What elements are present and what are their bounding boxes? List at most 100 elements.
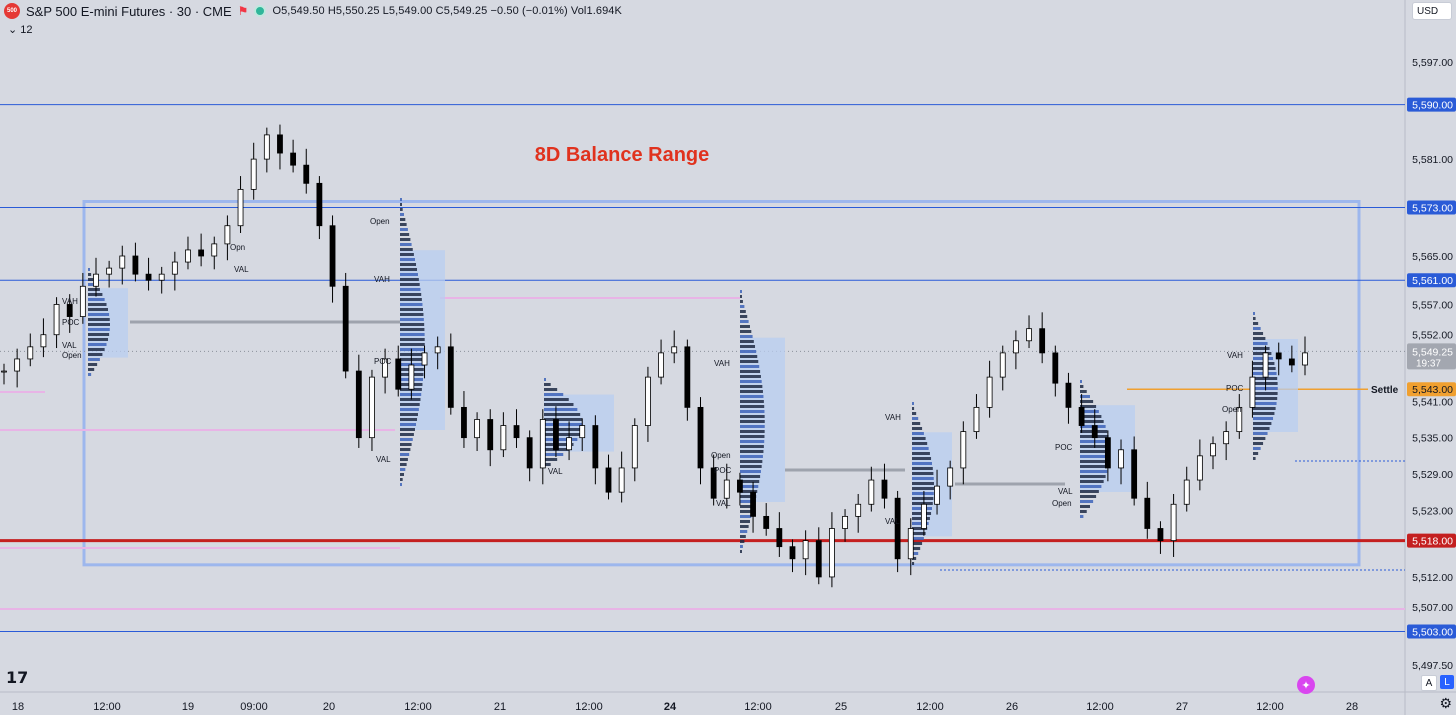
candle-body-19 — [250, 158, 257, 190]
profile-row-3-19 — [740, 385, 763, 388]
profile-row-3-39 — [740, 485, 759, 488]
profile-row-0-11 — [88, 323, 110, 326]
profile-row-3-2 — [740, 300, 743, 303]
candle-body-13 — [171, 261, 178, 275]
level-tag-0 — [1407, 97, 1456, 112]
profile-row-0-14 — [88, 338, 109, 341]
profile-row-3-4 — [740, 310, 746, 313]
profile-label-1: POC — [62, 318, 80, 327]
profile-row-4-24 — [912, 522, 929, 525]
candle-body-0 — [1, 370, 7, 373]
candle-body-70 — [920, 503, 927, 529]
candle-body-11 — [145, 273, 152, 281]
candle-body-72 — [947, 467, 954, 487]
profile-row-0-19 — [88, 363, 98, 366]
profile-row-2-1 — [544, 383, 551, 386]
profile-row-5-24 — [1080, 500, 1094, 503]
profile-row-1-24 — [400, 318, 424, 321]
profile-row-3-29 — [740, 435, 765, 438]
profile-label-13: VAH — [885, 413, 901, 422]
profile-row-3-5 — [740, 315, 748, 318]
symbol-title[interactable]: S&P 500 E-mini Futures · 30 · CME — [26, 3, 232, 19]
candle-body-39 — [513, 425, 520, 439]
indicators-toggle[interactable]: ⌄ 12 — [8, 23, 33, 36]
chart-title: 8D Balance Range — [535, 144, 710, 166]
last-price-label: 5,549.25 — [1412, 346, 1453, 358]
level-tag-label-2: 5,561.00 — [1412, 275, 1453, 287]
x-tick-label-4: 20 — [323, 701, 335, 713]
profile-row-5-4 — [1080, 400, 1094, 403]
log-scale-button[interactable]: L — [1440, 675, 1454, 689]
profile-label-0: VAH — [62, 297, 78, 306]
profile-row-4-13 — [912, 467, 933, 470]
flag-icon[interactable]: ⚑ — [237, 4, 249, 18]
profile-row-0-1 — [88, 273, 92, 276]
profile-row-3-26 — [740, 420, 765, 423]
candle-body-66 — [868, 479, 875, 505]
candle-body-45 — [592, 425, 599, 469]
profile-row-4-7 — [912, 437, 926, 440]
profile-row-6-29 — [1253, 457, 1256, 460]
candle-body-42 — [553, 419, 559, 451]
profile-row-3-50 — [740, 540, 745, 543]
profile-row-1-44 — [400, 418, 418, 421]
profile-row-3-8 — [740, 330, 752, 333]
profile-row-6-28 — [1253, 452, 1259, 455]
candle-body-29 — [382, 358, 389, 378]
profile-row-4-8 — [912, 442, 928, 445]
profile-row-6-8 — [1253, 352, 1272, 355]
profile-row-1-50 — [400, 448, 411, 451]
profile-row-2-17 — [544, 463, 551, 466]
candle-body-23 — [303, 164, 310, 184]
candle-body-38 — [500, 425, 507, 451]
candle-body-54 — [710, 467, 717, 499]
candle-body-58 — [763, 515, 770, 529]
profile-row-4-1 — [912, 407, 915, 410]
x-tick-label-13: 12:00 — [1086, 701, 1114, 713]
profile-row-3-25 — [740, 415, 765, 418]
level-tag-3 — [1407, 533, 1456, 548]
profile-row-3-11 — [740, 345, 756, 348]
profile-row-6-5 — [1253, 337, 1266, 340]
profile-row-0-5 — [88, 293, 103, 296]
profile-label-11: POC — [714, 466, 732, 475]
y-tick-label-6: 5,557.00 — [1412, 299, 1453, 311]
profile-label-5: VAH — [374, 275, 390, 284]
profile-row-4-28 — [912, 542, 923, 545]
profile-row-0-7 — [88, 303, 107, 306]
candle-body-98 — [1288, 358, 1295, 366]
profile-row-0-0 — [88, 268, 90, 271]
currency-selector[interactable]: USD — [1412, 2, 1452, 20]
candle-body-5 — [66, 304, 73, 317]
profile-row-3-41 — [740, 495, 757, 498]
candle-body-78 — [1026, 328, 1032, 342]
profile-label-6: POC — [374, 357, 392, 366]
level-tag-label-4: 5,503.00 — [1412, 626, 1453, 638]
candle-body-1 — [14, 358, 21, 372]
profile-row-5-2 — [1080, 390, 1087, 393]
profile-row-1-57 — [400, 483, 402, 486]
profile-row-3-10 — [740, 340, 754, 343]
profile-row-6-16 — [1253, 392, 1278, 395]
candle-body-8 — [106, 267, 113, 275]
x-tick-label-8: 24 — [664, 701, 677, 713]
profile-row-5-5 — [1080, 405, 1097, 408]
profile-label-3: Open — [62, 351, 82, 360]
chevron-down-icon[interactable]: ⌄ — [8, 24, 18, 36]
x-tick-label-9: 12:00 — [744, 701, 772, 713]
magic-wand-icon[interactable]: ✦ — [1297, 676, 1315, 694]
profile-row-1-14 — [400, 268, 418, 271]
tradingview-logo-icon[interactable]: 17 — [6, 668, 29, 687]
profile-row-1-48 — [400, 438, 413, 441]
x-tick-label-12: 26 — [1006, 701, 1018, 713]
profile-row-5-26 — [1080, 510, 1087, 513]
candle-body-63 — [829, 528, 835, 578]
profile-label-21: Opn — [230, 243, 245, 252]
profile-row-4-23 — [912, 517, 930, 520]
profile-row-3-9 — [740, 335, 753, 338]
auto-scale-button[interactable]: A — [1421, 675, 1437, 691]
candle-body-65 — [855, 503, 862, 517]
candle-body-88 — [1157, 528, 1164, 542]
settings-gear-icon[interactable]: ⚙ — [1439, 695, 1452, 711]
